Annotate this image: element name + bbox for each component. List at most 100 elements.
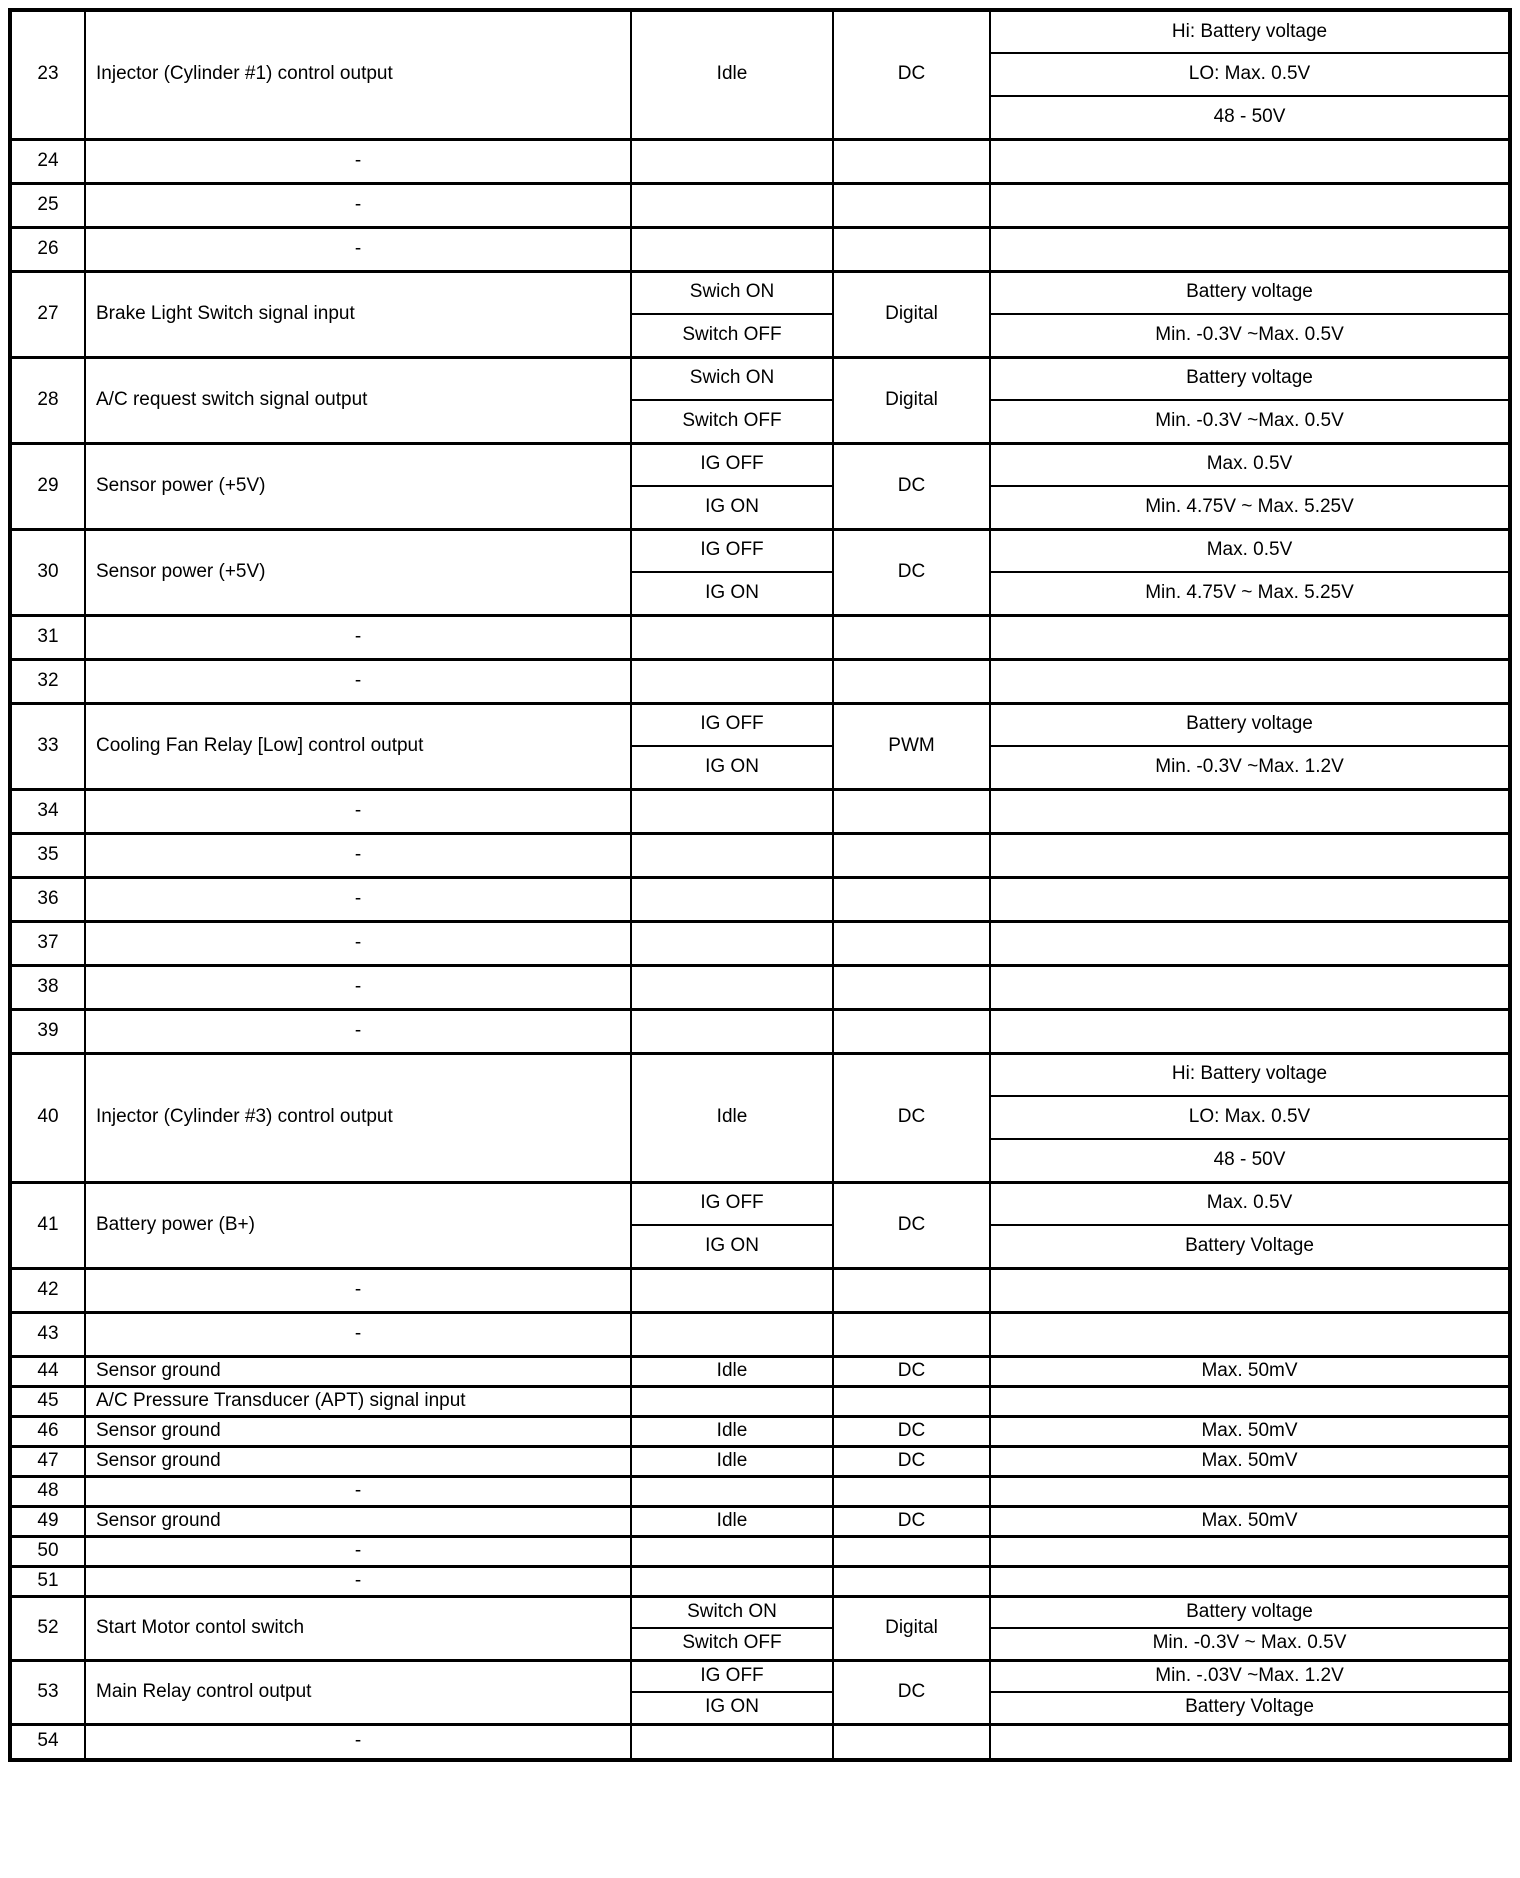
signal-type-cell — [832, 225, 991, 271]
table-row: 49 Sensor ground Idle DC Max. 50mV — [9, 1504, 1511, 1536]
pin-description-cell: - — [84, 831, 632, 877]
table-row: 26- — [9, 225, 1511, 271]
pin-number-cell: 38 — [9, 963, 86, 1009]
table-row: Switch OFF Min. -0.3V ~Max. 0.5V — [10, 399, 1511, 443]
condition-cell: Swich ON — [630, 355, 834, 400]
pin-number-cell: 48 — [9, 1474, 86, 1506]
level-spec-cell: Max. 50mV — [989, 1414, 1511, 1446]
table-row: 33 Cooling Fan Relay [Low] control output… — [9, 701, 1511, 789]
level-spec-cell — [989, 181, 1511, 227]
signal-type-cell: PWM — [832, 701, 991, 789]
table-row: 43- — [9, 1310, 1511, 1356]
condition-cell — [630, 919, 834, 965]
condition-cell: Idle — [630, 8, 834, 139]
level-spec-cell — [989, 137, 1511, 183]
condition-cell: IG ON — [630, 571, 834, 615]
pin-description-cell: - — [84, 1474, 632, 1506]
pin-number-cell: 45 — [9, 1384, 86, 1416]
pin-description-cell: - — [84, 181, 632, 227]
pin-description-cell: Sensor ground — [84, 1444, 632, 1476]
level-spec-cell — [989, 1534, 1511, 1566]
condition-cell: Idle — [630, 1414, 834, 1446]
pin-description-cell: - — [84, 225, 632, 271]
signal-type-cell — [832, 1384, 991, 1416]
condition-cell: IG OFF — [630, 1180, 834, 1225]
level-spec-cell: Hi: Battery voltage — [989, 8, 1511, 53]
condition-cell — [630, 831, 834, 877]
signal-type-cell — [832, 963, 991, 1009]
condition-cell: IG OFF — [630, 441, 834, 486]
signal-type-cell — [832, 181, 991, 227]
level-spec-cell: Min. 4.75V ~ Max. 5.25V — [989, 571, 1511, 615]
level-spec-cell — [989, 963, 1511, 1009]
signal-type-cell: Digital — [832, 355, 991, 443]
table-row: Switch OFF Min. -0.3V ~ Max. 0.5V — [10, 1627, 1511, 1660]
signal-type-cell — [832, 657, 991, 703]
table-row: Switch OFF Min. -0.3V ~Max. 0.5V — [10, 313, 1511, 357]
condition-cell: Idle — [630, 1444, 834, 1476]
condition-cell: Switch OFF — [630, 313, 834, 357]
pin-number-cell: 41 — [9, 1180, 86, 1268]
level-spec-cell: Battery voltage — [989, 1594, 1511, 1628]
level-spec-cell — [989, 225, 1511, 271]
signal-type-cell — [832, 875, 991, 921]
level-spec-cell — [989, 919, 1511, 965]
signal-type-cell — [832, 613, 991, 659]
table-row: 39- — [9, 1007, 1511, 1053]
pin-description-cell: Brake Light Switch signal input — [84, 269, 632, 357]
pin-number-cell: 34 — [9, 787, 86, 833]
table-row: 24- — [9, 137, 1511, 183]
condition-cell: Switch OFF — [630, 1627, 834, 1660]
table-row: 27 Brake Light Switch signal input Swich O… — [9, 269, 1511, 357]
pin-description-cell: - — [84, 963, 632, 1009]
table-row: 40 Injector (Cylinder #3) control output I… — [9, 1051, 1511, 1182]
level-spec-cell: Max. 0.5V — [989, 1180, 1511, 1225]
pin-description-cell: Battery power (B+) — [84, 1180, 632, 1268]
table-row: 48- — [9, 1474, 1511, 1506]
signal-type-cell — [832, 137, 991, 183]
pin-description-cell: Start Motor contol switch — [84, 1594, 632, 1660]
pin-description-cell: - — [84, 1722, 632, 1760]
pin-number-cell: 29 — [9, 441, 86, 529]
condition-cell — [630, 613, 834, 659]
table-row: 48 - 50V — [10, 1138, 1511, 1182]
condition-cell — [630, 1266, 834, 1312]
condition-cell: Switch ON — [630, 1594, 834, 1628]
pin-description-cell: - — [84, 875, 632, 921]
level-spec-cell — [989, 1474, 1511, 1506]
pin-description-cell: - — [84, 1534, 632, 1566]
pin-description-cell: - — [84, 1266, 632, 1312]
level-spec-cell — [989, 1564, 1511, 1596]
pin-number-cell: 46 — [9, 1414, 86, 1446]
level-spec-cell: Min. -0.3V ~ Max. 0.5V — [989, 1627, 1511, 1660]
pin-number-cell: 43 — [9, 1310, 86, 1356]
level-spec-cell: LO: Max. 0.5V — [989, 1095, 1511, 1139]
signal-type-cell: DC — [832, 1444, 991, 1476]
level-spec-cell: Max. 50mV — [989, 1354, 1511, 1386]
condition-cell — [630, 225, 834, 271]
condition-cell: Switch OFF — [630, 399, 834, 443]
level-spec-cell: 48 - 50V — [989, 95, 1511, 139]
level-spec-cell — [989, 1310, 1511, 1356]
pin-number-cell: 24 — [9, 137, 86, 183]
condition-cell — [630, 1384, 834, 1416]
condition-cell — [630, 137, 834, 183]
signal-type-cell: Digital — [832, 1594, 991, 1660]
table-row: 53 Main Relay control output IG OFF DC Min. … — [9, 1658, 1511, 1724]
signal-type-cell: DC — [832, 1051, 991, 1182]
table-row: IG ON Min. -0.3V ~Max. 1.2V — [10, 745, 1511, 789]
pin-number-cell: 51 — [9, 1564, 86, 1596]
level-spec-cell: Min. -0.3V ~Max. 0.5V — [989, 313, 1511, 357]
pin-number-cell: 31 — [9, 613, 86, 659]
level-spec-cell — [989, 613, 1511, 659]
table-row: 38- — [9, 963, 1511, 1009]
condition-cell: Idle — [630, 1051, 834, 1182]
table-row: 29 Sensor power (+5V) IG OFF DC Max. 0.5V — [9, 441, 1511, 529]
pin-number-cell: 28 — [9, 355, 86, 443]
table-row: 41 Battery power (B+) IG OFF DC Max. 0.5V — [9, 1180, 1511, 1268]
condition-cell — [630, 963, 834, 1009]
table-row: 46 Sensor ground Idle DC Max. 50mV — [9, 1414, 1511, 1446]
condition-cell: IG ON — [630, 485, 834, 529]
pin-number-cell: 49 — [9, 1504, 86, 1536]
level-spec-cell: Max. 0.5V — [989, 441, 1511, 486]
